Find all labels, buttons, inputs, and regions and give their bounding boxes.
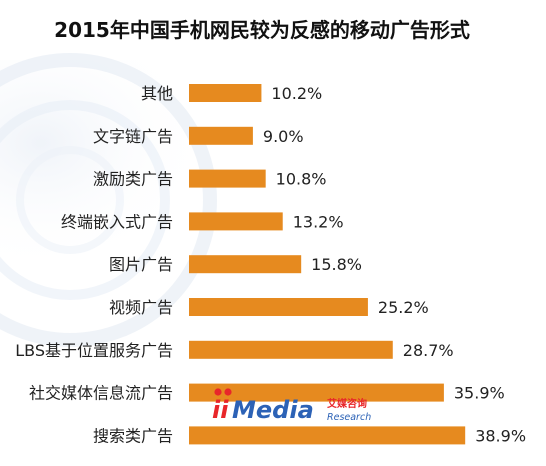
value-label: 10.8%	[276, 170, 327, 189]
bar	[189, 383, 444, 402]
category-label: 图片广告	[109, 255, 173, 274]
bar	[189, 169, 266, 188]
category-label: 视频广告	[109, 298, 173, 317]
bar	[189, 340, 393, 359]
category-label: 文字链广告	[93, 127, 173, 146]
bar	[189, 212, 283, 231]
logo-ii: ii	[212, 396, 229, 424]
logo-research: Research	[327, 412, 371, 423]
value-label: 38.9%	[475, 426, 526, 445]
logo-cn: 艾媒咨询	[327, 397, 367, 410]
category-label: 激励类广告	[93, 170, 173, 189]
logo-dot-2	[224, 388, 232, 396]
category-label: 搜索类广告	[93, 426, 173, 445]
value-label: 25.2%	[378, 298, 429, 317]
iimedia-watermark: ii Media 艾媒咨询 Research	[212, 388, 371, 424]
value-label: 28.7%	[403, 341, 454, 360]
value-labels: 10.2% 9.0% 10.8% 13.2% 15.8% 25.2% 28.7% 35.9% 3…	[263, 84, 526, 445]
value-label: 10.2%	[271, 84, 322, 103]
bar	[189, 126, 253, 145]
category-label: 其他	[141, 84, 173, 103]
category-label: 社交媒体信息流广告	[29, 384, 173, 403]
logo-dot-1	[214, 388, 222, 396]
category-label: 终端嵌入式广告	[61, 212, 173, 231]
bars-layer	[189, 84, 466, 445]
chart-title: 2015年中国手机网民较为反感的移动广告形式	[54, 18, 470, 42]
bar	[189, 255, 302, 274]
bar	[189, 298, 368, 316]
category-label: LBS基于位置服务广告	[15, 341, 173, 360]
bar	[189, 426, 466, 445]
value-label: 15.8%	[311, 255, 362, 274]
value-label: 13.2%	[293, 212, 344, 231]
value-label: 35.9%	[454, 384, 505, 403]
logo-media: Media	[232, 396, 314, 424]
bar	[189, 84, 262, 102]
value-label: 9.0%	[263, 127, 304, 146]
